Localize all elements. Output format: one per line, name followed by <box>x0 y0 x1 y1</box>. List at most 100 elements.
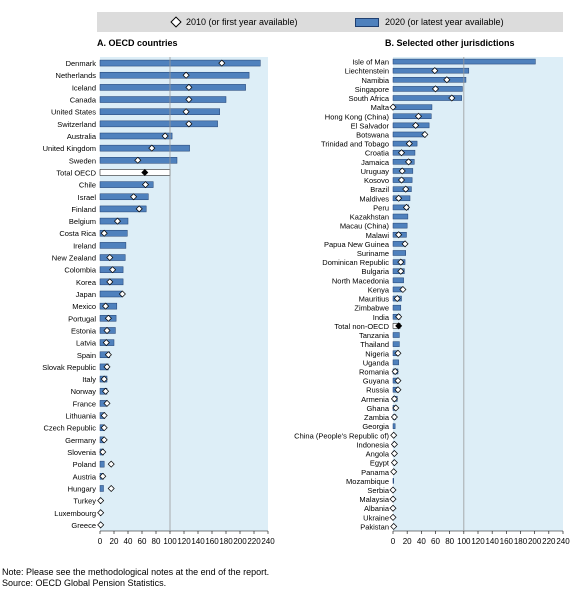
panel-a-label-germany: Germany <box>65 436 96 445</box>
panel-a-label-greece: Greece <box>71 521 96 530</box>
panel-b-marker-ghana <box>392 404 400 412</box>
panel-b-bar-georgia <box>392 423 396 429</box>
panel-a-marker-united-states <box>182 108 190 116</box>
panel-b-bar-north-macedonia <box>392 277 404 284</box>
panel-a-label-luxembourg: Luxembourg <box>54 509 96 518</box>
panel-b-bar-malta <box>392 104 433 110</box>
panel-b-label-suriname: Suriname <box>357 249 389 258</box>
panel-a-marker-luxembourg <box>97 509 105 517</box>
footnotes: Note: Please see the methodological note… <box>2 567 269 589</box>
panel-b-xtick-label: 0 <box>391 537 396 546</box>
panel-a-bar-belgium <box>99 217 129 225</box>
panel-a-title: A. OECD countries <box>97 38 178 48</box>
panel-a-marker-lithuania <box>100 412 108 420</box>
panel-a-label-united-kingdom: United Kingdom <box>43 144 96 153</box>
panel-b-marker-nigeria <box>394 349 402 357</box>
panel-b-marker-malaysia <box>389 495 397 503</box>
panel-a-bar-costa-rica <box>99 229 128 237</box>
panel-b-marker-dominican-republic <box>397 258 405 266</box>
panel-b-marker-singapore <box>432 85 439 93</box>
panel-b-label-namibia: Namibia <box>361 76 389 85</box>
panel-a-marker-slovak-republic <box>103 363 111 371</box>
panel-b-label-angola: Angola <box>366 450 390 459</box>
panel-b-marker-total-non-oecd <box>395 322 403 330</box>
panel-a-marker-germany <box>100 436 108 444</box>
panel-a-bar-canada <box>99 96 227 103</box>
panel-b-label-el-salvador: El Salvador <box>351 121 390 130</box>
panel-b-label-botswana: Botswana <box>356 130 390 139</box>
panel-a-bar-chile <box>99 181 154 188</box>
panel-b-label-egypt: Egypt <box>370 459 390 468</box>
panel-a-marker-netherlands <box>182 71 190 79</box>
panel-a-bar-united-kingdom <box>99 144 190 152</box>
panel-b-marker-botswana <box>421 130 429 138</box>
panel-a-label-iceland: Iceland <box>72 83 96 92</box>
legend-item-2020: 2020 (or latest year available) <box>355 15 504 29</box>
panel-a-marker-spain <box>104 351 112 359</box>
panel-b-marker-malta <box>389 103 397 111</box>
panel-a-marker-latvia <box>102 339 110 347</box>
panel-b-marker-albania <box>389 504 397 512</box>
panel-b-bar-el-salvador <box>392 122 430 129</box>
panel-a-marker-new-zealand <box>106 254 114 262</box>
panel-b-xtick-label: 60 <box>431 537 440 546</box>
panel-b-label-total-non-oecd: Total non-OECD <box>334 322 389 331</box>
panel-b-label-hong-kong-china: Hong Kong (China) <box>325 112 390 121</box>
panel-b-xtick-label: 240 <box>556 537 570 546</box>
panel-b-label-north-macedonia: North Macedonia <box>332 276 390 285</box>
panel-a-marker-italy <box>100 375 108 383</box>
panel-b-label-peru: Peru <box>373 203 389 212</box>
panel-a-label-poland: Poland <box>73 460 96 469</box>
panel-b-label-jamaica: Jamaica <box>361 158 390 167</box>
panel-b-marker-el-salvador <box>412 121 420 129</box>
panel-a-label-united-states: United States <box>51 108 96 117</box>
panel-a-label-lithuania: Lithuania <box>66 412 97 421</box>
panel-b-marker-pakistan <box>390 522 398 530</box>
panel-b-label-kazakhstan: Kazakhstan <box>350 213 389 222</box>
panel-b-marker-china-people-s-republic-of <box>390 431 398 439</box>
panel-a-marker-denmark <box>218 59 226 67</box>
panel-b-xtick-label: 200 <box>528 537 542 546</box>
panel-b-label-kosovo: Kosovo <box>364 176 389 185</box>
panel-a-marker-portugal <box>104 314 112 322</box>
panel-a-marker-iceland <box>185 83 193 91</box>
panel-a-xtick-label: 140 <box>191 537 205 546</box>
panel-b-bar-liechtenstein <box>392 67 470 74</box>
panel-b-marker-russia <box>394 386 402 394</box>
panel-a-marker-israel <box>130 193 138 201</box>
panel-a-marker-belgium <box>114 217 121 225</box>
panel-a-marker-estonia <box>103 326 111 334</box>
panel-b-marker-south-africa <box>448 94 456 102</box>
panel-b-label-armenia: Armenia <box>361 395 390 404</box>
panel-a-label-belgium: Belgium <box>69 217 96 226</box>
panel-a-marker-france <box>103 399 111 407</box>
panel-a-label-australia: Australia <box>67 132 97 141</box>
panel-b-marker-maldives <box>395 194 403 202</box>
panel-a-bar-australia <box>99 132 173 140</box>
panel-a-label-latvia: Latvia <box>76 339 97 348</box>
panel-b-label-georgia: Georgia <box>362 422 390 431</box>
panel-b-label-south-africa: South Africa <box>349 94 390 103</box>
panel-a-label-netherlands: Netherlands <box>56 71 97 80</box>
panel-b-label-bulgaria: Bulgaria <box>361 267 389 276</box>
panel-a-marker-korea <box>106 278 114 286</box>
panel-a-xtick-label: 80 <box>152 537 161 546</box>
panel-a-marker-austria <box>99 472 107 480</box>
panel-a-label-denmark: Denmark <box>66 59 97 68</box>
panel-b-bar-singapore <box>392 86 463 92</box>
panel-a-marker-greece <box>97 521 105 529</box>
panel-b-xtick-label: 120 <box>471 537 485 546</box>
panel-b-marker-peru <box>402 203 410 211</box>
panel-b-label-tanzania: Tanzania <box>359 331 390 340</box>
panel-a-label-switzerland: Switzerland <box>57 120 96 129</box>
panel-b-label-pakistan: Pakistan <box>360 522 389 531</box>
panel-b-marker-guyana <box>394 377 402 385</box>
panel-b-label-india: India <box>373 313 390 322</box>
panel-a-label-estonia: Estonia <box>71 326 97 335</box>
panel-b-marker-malawi <box>395 231 403 239</box>
legend-item-2010: 2010 (or first year available) <box>170 15 298 29</box>
legend-label-2010: 2010 (or first year available) <box>186 17 298 27</box>
panel-a-bar-netherlands <box>99 71 250 79</box>
panel-b-xtick-label: 40 <box>417 537 426 546</box>
